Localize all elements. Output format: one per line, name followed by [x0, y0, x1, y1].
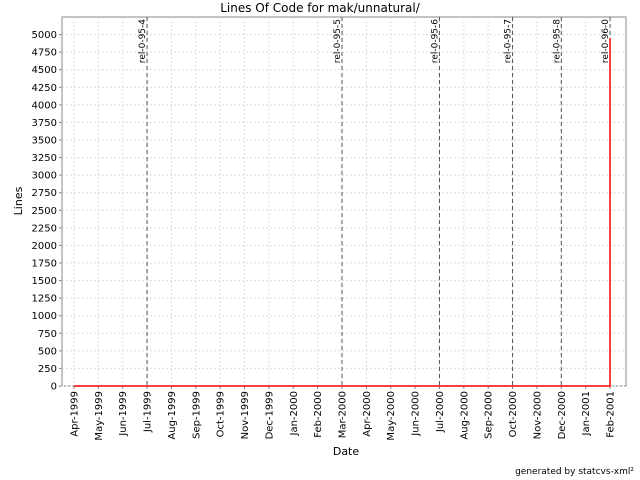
x-tick-label: Apr-1999 — [69, 391, 80, 437]
y-tick-label: 4500 — [32, 65, 57, 76]
x-tick-label: Aug-1999 — [167, 391, 178, 440]
y-tick-label: 2250 — [32, 223, 57, 234]
x-tick-label: Nov-1999 — [240, 391, 251, 439]
x-tick-label: Dec-1999 — [264, 391, 275, 439]
y-tick-label: 1500 — [32, 276, 57, 287]
x-tick-label: Jul-1999 — [143, 391, 154, 433]
tag-label: rel-0-95-7 — [504, 19, 514, 63]
y-tick-label: 2000 — [32, 241, 57, 252]
x-tick-label: Aug-2000 — [459, 391, 470, 440]
y-tick-label: 0 — [51, 382, 57, 393]
y-tick-label: 2500 — [32, 206, 57, 217]
x-tick-label: Oct-1999 — [216, 391, 227, 437]
x-tick-label: May-2000 — [386, 391, 397, 441]
x-tick-label: Jun-1999 — [118, 391, 129, 437]
tag-label: rel-0-95-6 — [430, 19, 440, 63]
y-tick-label: 250 — [38, 364, 57, 375]
chart-title: Lines Of Code for mak/unnatural/ — [220, 1, 421, 15]
x-tick-label: Mar-2000 — [338, 391, 349, 438]
y-tick-label: 4250 — [32, 83, 57, 94]
x-tick-label: Sep-1999 — [191, 391, 202, 439]
y-tick-label: 1000 — [32, 311, 57, 322]
x-tick-label: Jan-2000 — [289, 391, 300, 436]
x-tick-label: May-1999 — [94, 391, 105, 441]
y-tick-label: 4750 — [32, 48, 57, 59]
tag-label: rel-0-96-0 — [601, 19, 611, 63]
y-axis-label: Lines — [12, 186, 25, 215]
x-tick-label: Feb-2000 — [313, 391, 324, 438]
y-tick-label: 500 — [38, 346, 57, 357]
data-line — [73, 38, 611, 387]
x-tick-label: Nov-2000 — [532, 391, 543, 439]
y-tick-label: 4000 — [32, 100, 57, 111]
x-axis-label: Date — [333, 445, 360, 458]
y-tick-label: 750 — [38, 329, 57, 340]
y-tick-label: 1750 — [32, 259, 57, 270]
y-tick-label: 3500 — [32, 136, 57, 147]
tag-label: rel-0-95-5 — [333, 19, 343, 63]
x-tick-label: Feb-2001 — [606, 391, 617, 438]
tag-label: rel-0-95-8 — [552, 19, 562, 63]
y-tick-label: 3750 — [32, 118, 57, 129]
y-tick-label: 1250 — [32, 294, 57, 305]
y-tick-label: 5000 — [32, 30, 57, 41]
y-tick-label: 3250 — [32, 153, 57, 164]
x-tick-label: Oct-2000 — [508, 391, 519, 437]
x-tick-label: Jul-2000 — [435, 391, 446, 433]
x-tick-label: Sep-2000 — [484, 391, 495, 439]
x-tick-label: Dec-2000 — [557, 391, 568, 439]
x-tick-label: Jan-2001 — [581, 391, 592, 436]
y-tick-label: 2750 — [32, 188, 57, 199]
x-tick-label: Apr-2000 — [362, 391, 373, 437]
footer: generated by statcvs-xml² — [515, 467, 634, 477]
y-tick-label: 3000 — [32, 171, 57, 182]
tag-label: rel-0-95-4 — [138, 19, 148, 63]
x-tick-label: Jun-2000 — [411, 391, 422, 437]
